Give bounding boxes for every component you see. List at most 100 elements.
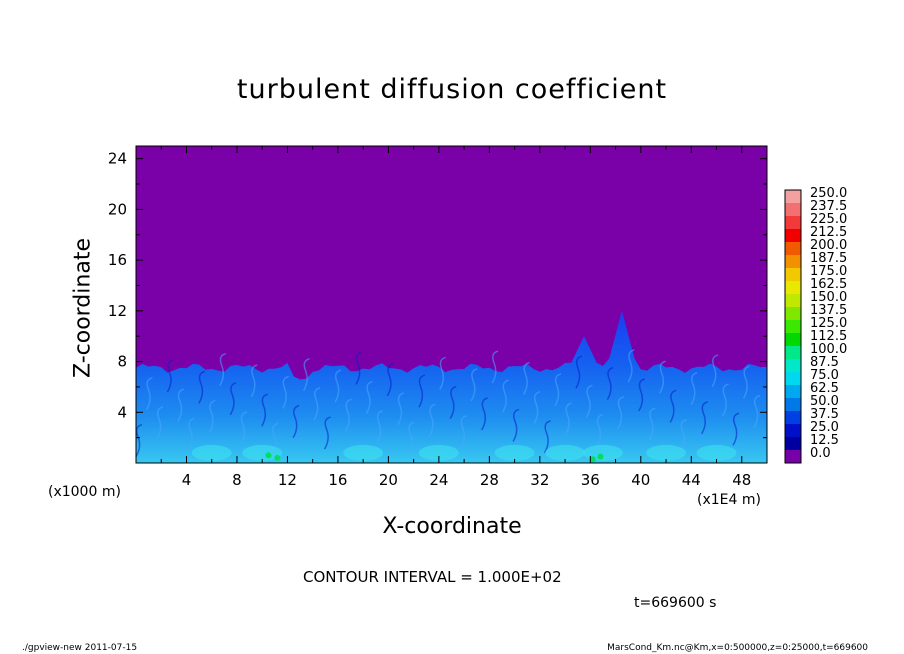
turbulence-streak <box>627 349 635 383</box>
colorbar-swatch <box>785 268 801 282</box>
colorbar-label: 0.0 <box>810 446 831 461</box>
turbulence-streak <box>281 375 289 409</box>
turbulence-streak <box>166 359 174 393</box>
colorbar-swatch <box>785 216 801 230</box>
turbulence-streak <box>439 356 446 390</box>
colorbar-label: 150.0 <box>810 290 847 305</box>
colorbar-label: 25.0 <box>810 420 839 435</box>
time-label: t=669600 s <box>634 595 717 611</box>
turbulence-streak <box>711 354 719 388</box>
contour-interval-label: CONTOUR INTERVAL = 1.000E+02 <box>303 568 562 586</box>
turbulence-streak <box>418 374 426 408</box>
turbulence-streak <box>659 360 666 394</box>
colorbar-label: 162.5 <box>810 277 847 292</box>
turbulence-streak <box>292 404 300 439</box>
x-tick-label: 4 <box>182 471 192 489</box>
y-tick-label: 24 <box>108 150 127 168</box>
colorbar-label: 200.0 <box>810 238 847 253</box>
turbulence-streak <box>481 397 488 431</box>
footer-source-label: MarsCond_Km.nc@Km,x=0:500000,z=0:25000,t… <box>607 643 868 653</box>
turbulence-streak <box>575 355 583 389</box>
high-value-region <box>494 444 535 461</box>
colorbar-swatch <box>785 437 801 451</box>
turbulence-streak <box>198 370 206 404</box>
y-axis-label: Z-coordinate <box>70 238 96 378</box>
turbulence-streak <box>376 409 384 444</box>
high-value-region <box>696 444 737 461</box>
peak-value-spot <box>274 454 281 461</box>
turbulence-streak <box>407 421 415 455</box>
turbulence-streak <box>344 398 352 432</box>
turbulence-streak <box>721 383 729 417</box>
turbulence-streak <box>680 418 687 452</box>
turbulence-streak <box>669 389 677 423</box>
turbulence-streak <box>460 415 467 449</box>
x-tick-label: 44 <box>682 471 701 489</box>
colorbar-label: 75.0 <box>810 368 839 383</box>
colorbar-swatch <box>785 242 801 256</box>
turbulence-streak <box>501 379 509 413</box>
colorbar-swatch <box>785 229 801 243</box>
turbulence-streak <box>648 407 656 441</box>
high-value-region <box>646 444 687 461</box>
x-axis-unit-secondary: (x1E4 m) <box>697 492 761 508</box>
colorbar-swatch <box>785 281 801 295</box>
turbulence-streak <box>585 384 593 418</box>
turbulence-streak <box>334 369 342 403</box>
colorbar-swatch <box>785 333 801 347</box>
colorbar-swatch <box>785 320 801 334</box>
colorbar-label: 137.5 <box>810 303 847 318</box>
colorbar-label: 50.0 <box>810 394 839 409</box>
colorbar-swatch <box>785 372 801 386</box>
y-tick-label: 8 <box>117 353 127 371</box>
colorbar-swatch <box>785 385 801 399</box>
peak-value-spot <box>589 456 596 463</box>
colorbar-label: 87.5 <box>810 355 839 370</box>
x-tick-label: 32 <box>530 471 549 489</box>
colorbar-label: 37.5 <box>810 407 839 422</box>
turbulence-streak <box>638 378 646 412</box>
high-value-region <box>545 444 586 461</box>
turbulence-streak <box>240 411 247 445</box>
colorbar-swatch <box>785 255 801 269</box>
turbulence-streak <box>554 373 562 407</box>
colorbar-label: 112.5 <box>810 329 847 344</box>
turbulence-streak <box>177 388 185 422</box>
colorbar-swatch <box>785 203 801 217</box>
colorbar-label: 212.5 <box>810 225 847 240</box>
x-tick-label: 20 <box>379 471 398 489</box>
turbulence-streak <box>302 357 310 392</box>
colorbar-swatch <box>785 411 801 425</box>
turbulence-streak <box>732 412 740 446</box>
turbulence-streak <box>219 352 227 387</box>
colorbar-swatch <box>785 424 801 438</box>
colorbar-label: 237.5 <box>810 199 847 214</box>
turbulence-streak <box>386 363 394 397</box>
turbulence-streak <box>690 371 698 406</box>
colorbar-swatch <box>785 190 801 204</box>
turbulence-streak <box>355 351 363 385</box>
x-tick-label: 8 <box>232 471 242 489</box>
colorbar-label: 175.0 <box>810 264 847 279</box>
turbulence-streak <box>617 396 625 430</box>
x-tick-label: 12 <box>278 471 297 489</box>
turbulence-streak <box>491 350 499 384</box>
y-tick-label: 4 <box>117 403 127 421</box>
turbulence-streak <box>261 393 268 427</box>
colorbar-label: 62.5 <box>810 381 839 396</box>
turbulence-streak <box>564 402 572 436</box>
turbulence-streak <box>145 377 153 411</box>
x-axis-unit: (x1000 m) <box>48 484 121 500</box>
turbulence-streak <box>365 380 373 414</box>
boundary-layer-region <box>136 310 767 463</box>
plot-frame <box>135 145 768 464</box>
turbulence-streak <box>533 390 541 425</box>
turbulence-streak <box>323 416 331 450</box>
peak-value-spot <box>597 453 604 460</box>
footer-program-label: ./gpview-new 2011-07-15 <box>22 643 138 653</box>
turbulence-streak <box>742 365 750 399</box>
turbulence-streak <box>522 361 530 395</box>
x-axis-label: X-coordinate <box>382 514 522 539</box>
colorbar-label: 250.0 <box>810 186 847 201</box>
turbulence-streak <box>606 366 614 400</box>
